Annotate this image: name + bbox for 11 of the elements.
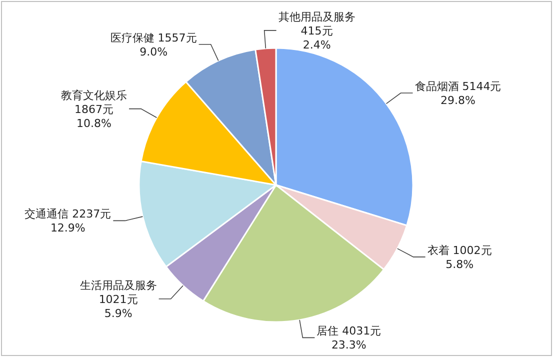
data-label: 415元 2.4% [300,24,333,52]
slice-label: 食品烟酒 5144元 29.8% [414,80,502,108]
data-label: 1021元 5.9% [98,292,138,320]
slice-label: 衣着 1002元 5.8% [427,244,492,271]
slice-label: 其他用品及服务 [278,10,356,24]
slice-label: 教育文化娱乐 [61,88,128,102]
slice-label: 交通通信 2237元 12.9% [24,208,112,235]
slice-label: 医疗保健 1557元 9.0% [110,31,197,58]
slice-label: 居住 4031元 23.3% [316,324,382,352]
data-label: 1867元 10.8% [74,102,114,130]
slice-label: 生活用品及服务 [80,278,157,292]
